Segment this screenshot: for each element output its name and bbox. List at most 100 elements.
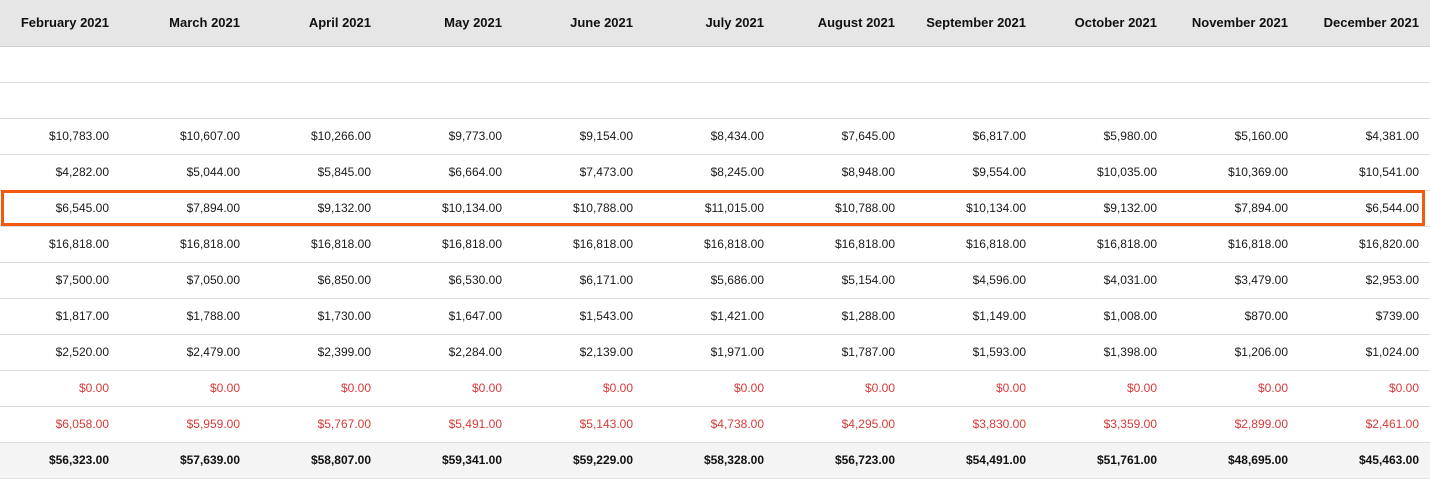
table-cell[interactable]: $5,686.00 xyxy=(644,262,775,299)
table-cell[interactable]: $1,971.00 xyxy=(644,334,775,371)
table-row[interactable] xyxy=(0,46,1430,83)
table-cell[interactable]: $0.00 xyxy=(513,370,644,407)
table-cell[interactable]: $870.00 xyxy=(1168,298,1299,335)
table-cell[interactable]: $10,783.00 xyxy=(0,118,120,155)
table-cell[interactable]: $6,664.00 xyxy=(382,154,513,191)
table-cell[interactable]: $1,817.00 xyxy=(0,298,120,335)
table-cell[interactable]: $1,288.00 xyxy=(775,298,906,335)
table-cell[interactable]: $8,948.00 xyxy=(775,154,906,191)
table-cell[interactable] xyxy=(1299,82,1430,119)
table-cell[interactable] xyxy=(1037,46,1168,83)
table-cell[interactable]: $16,818.00 xyxy=(906,226,1037,263)
table-cell[interactable]: $0.00 xyxy=(1299,370,1430,407)
table-cell[interactable]: $4,596.00 xyxy=(906,262,1037,299)
table-cell[interactable]: $16,818.00 xyxy=(513,226,644,263)
table-cell[interactable]: $5,767.00 xyxy=(251,406,382,443)
table-cell[interactable]: $2,461.00 xyxy=(1299,406,1430,443)
table-cell[interactable] xyxy=(1037,82,1168,119)
table-cell[interactable]: $11,015.00 xyxy=(644,190,775,227)
table-cell[interactable]: $59,229.00 xyxy=(513,442,644,479)
column-header[interactable]: October 2021 xyxy=(1037,0,1168,47)
table-cell[interactable]: $2,284.00 xyxy=(382,334,513,371)
table-cell[interactable]: $1,593.00 xyxy=(906,334,1037,371)
table-cell[interactable]: $2,399.00 xyxy=(251,334,382,371)
column-header[interactable]: December 2021 xyxy=(1299,0,1430,47)
table-cell[interactable]: $10,541.00 xyxy=(1299,154,1430,191)
table-cell[interactable]: $58,807.00 xyxy=(251,442,382,479)
table-cell[interactable]: $8,434.00 xyxy=(644,118,775,155)
table-cell[interactable]: $6,544.00 xyxy=(1299,190,1430,227)
table-cell[interactable]: $4,295.00 xyxy=(775,406,906,443)
table-cell[interactable]: $16,818.00 xyxy=(644,226,775,263)
table-cell[interactable]: $0.00 xyxy=(644,370,775,407)
table-cell[interactable]: $1,730.00 xyxy=(251,298,382,335)
table-cell[interactable] xyxy=(775,46,906,83)
table-cell[interactable]: $7,050.00 xyxy=(120,262,251,299)
table-cell[interactable]: $1,787.00 xyxy=(775,334,906,371)
table-cell[interactable]: $2,479.00 xyxy=(120,334,251,371)
table-cell[interactable]: $48,695.00 xyxy=(1168,442,1299,479)
table-cell[interactable]: $5,845.00 xyxy=(251,154,382,191)
table-cell[interactable]: $5,980.00 xyxy=(1037,118,1168,155)
table-cell[interactable]: $7,500.00 xyxy=(0,262,120,299)
table-cell[interactable]: $0.00 xyxy=(251,370,382,407)
table-row[interactable]: $4,282.00 $5,044.00 $5,845.00 $6,664.00 $7,4… xyxy=(0,154,1430,191)
column-header[interactable]: July 2021 xyxy=(644,0,775,47)
table-cell[interactable]: $7,473.00 xyxy=(513,154,644,191)
table-cell[interactable]: $10,035.00 xyxy=(1037,154,1168,191)
table-row[interactable]: $16,818.00 $16,818.00 $16,818.00 $16,818.00… xyxy=(0,226,1430,263)
table-cell[interactable]: $5,143.00 xyxy=(513,406,644,443)
table-cell[interactable] xyxy=(251,46,382,83)
table-cell[interactable]: $10,788.00 xyxy=(775,190,906,227)
table-cell[interactable]: $0.00 xyxy=(1037,370,1168,407)
table-cell[interactable]: $16,818.00 xyxy=(775,226,906,263)
table-cell[interactable]: $10,607.00 xyxy=(120,118,251,155)
table-cell[interactable]: $59,341.00 xyxy=(382,442,513,479)
table-row[interactable]: $0.00 $0.00 $0.00 $0.00 $0.00 $0.00 $0.00 $0.00… xyxy=(0,370,1430,407)
table-cell[interactable]: $45,463.00 xyxy=(1299,442,1430,479)
table-cell[interactable]: $5,044.00 xyxy=(120,154,251,191)
table-cell[interactable]: $16,818.00 xyxy=(120,226,251,263)
table-cell[interactable] xyxy=(0,46,120,83)
table-cell[interactable]: $6,850.00 xyxy=(251,262,382,299)
table-cell[interactable] xyxy=(775,82,906,119)
table-cell[interactable]: $9,154.00 xyxy=(513,118,644,155)
table-cell[interactable]: $2,520.00 xyxy=(0,334,120,371)
table-cell[interactable]: $1,008.00 xyxy=(1037,298,1168,335)
table-cell[interactable] xyxy=(1299,46,1430,83)
table-cell[interactable]: $5,959.00 xyxy=(120,406,251,443)
column-header[interactable]: April 2021 xyxy=(251,0,382,47)
column-header[interactable]: March 2021 xyxy=(120,0,251,47)
table-cell[interactable]: $0.00 xyxy=(775,370,906,407)
table-cell[interactable]: $10,369.00 xyxy=(1168,154,1299,191)
table-cell[interactable] xyxy=(906,82,1037,119)
table-cell[interactable]: $16,818.00 xyxy=(1037,226,1168,263)
table-cell[interactable]: $3,479.00 xyxy=(1168,262,1299,299)
table-cell[interactable]: $1,543.00 xyxy=(513,298,644,335)
table-cell[interactable]: $0.00 xyxy=(382,370,513,407)
table-cell[interactable]: $1,421.00 xyxy=(644,298,775,335)
table-cell[interactable] xyxy=(513,46,644,83)
table-cell[interactable]: $1,788.00 xyxy=(120,298,251,335)
table-cell[interactable]: $2,139.00 xyxy=(513,334,644,371)
table-cell[interactable]: $56,323.00 xyxy=(0,442,120,479)
table-cell[interactable]: $10,788.00 xyxy=(513,190,644,227)
table-cell[interactable] xyxy=(906,46,1037,83)
table-cell[interactable]: $1,398.00 xyxy=(1037,334,1168,371)
table-cell[interactable]: $6,171.00 xyxy=(513,262,644,299)
table-cell[interactable] xyxy=(251,82,382,119)
table-cell[interactable]: $16,818.00 xyxy=(382,226,513,263)
table-cell[interactable]: $6,817.00 xyxy=(906,118,1037,155)
table-cell[interactable]: $3,830.00 xyxy=(906,406,1037,443)
table-cell[interactable] xyxy=(644,82,775,119)
table-cell[interactable]: $9,132.00 xyxy=(251,190,382,227)
table-cell[interactable]: $6,058.00 xyxy=(0,406,120,443)
column-header[interactable]: November 2021 xyxy=(1168,0,1299,47)
table-cell[interactable]: $1,647.00 xyxy=(382,298,513,335)
column-header[interactable]: August 2021 xyxy=(775,0,906,47)
table-cell[interactable]: $739.00 xyxy=(1299,298,1430,335)
table-cell[interactable]: $6,545.00 xyxy=(0,190,120,227)
table-cell[interactable]: $5,160.00 xyxy=(1168,118,1299,155)
table-cell[interactable]: $4,381.00 xyxy=(1299,118,1430,155)
table-cell[interactable] xyxy=(382,82,513,119)
